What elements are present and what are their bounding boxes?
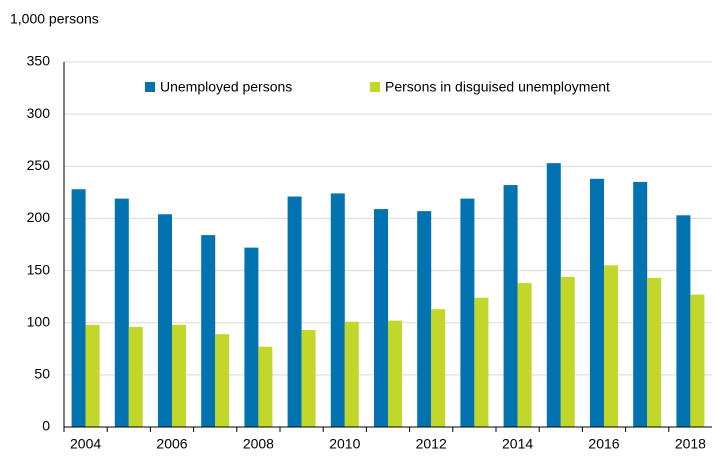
bar — [201, 235, 216, 427]
legend-swatch — [145, 82, 155, 92]
legend-label: Persons in disguised unemployment — [385, 79, 610, 95]
x-tick-label: 2004 — [70, 436, 101, 452]
bar — [388, 320, 402, 427]
bar — [417, 211, 432, 427]
bar — [503, 185, 518, 427]
bar — [158, 214, 172, 427]
bar — [114, 198, 129, 427]
bar — [330, 193, 345, 427]
y-tick-label: 150 — [27, 261, 51, 277]
x-tick-label: 2016 — [588, 436, 619, 452]
x-tick-label: 2018 — [675, 436, 706, 452]
y-tick-label: 350 — [27, 53, 51, 69]
bar — [604, 265, 618, 427]
bar — [215, 334, 230, 427]
bar — [474, 297, 489, 427]
legend-label: Unemployed persons — [160, 79, 292, 95]
bar — [517, 283, 532, 427]
y-tick-label: 100 — [27, 313, 51, 329]
bar — [172, 324, 186, 427]
x-tick-label: 2012 — [416, 436, 447, 452]
y-tick-label: 50 — [34, 366, 50, 382]
x-tick-label: 2008 — [243, 436, 274, 452]
x-tick-label: 2006 — [156, 436, 187, 452]
bar — [546, 163, 561, 427]
bar — [633, 181, 648, 427]
bar — [258, 346, 273, 427]
bar — [676, 215, 691, 427]
bar — [85, 324, 100, 427]
bar — [560, 276, 575, 427]
y-axis-label: 1,000 persons — [10, 11, 99, 27]
bar — [128, 326, 143, 427]
bar — [590, 178, 604, 427]
y-tick-label: 200 — [27, 209, 51, 225]
y-tick-label: 0 — [42, 418, 50, 434]
bar — [647, 277, 662, 427]
bar — [431, 309, 446, 427]
bar — [344, 321, 359, 427]
bar — [244, 247, 259, 427]
bar — [374, 209, 388, 427]
x-tick-label: 2014 — [502, 436, 533, 452]
y-tick-label: 300 — [27, 105, 51, 121]
bar — [71, 189, 86, 427]
bar — [301, 330, 316, 427]
bar — [460, 198, 475, 427]
legend-swatch — [370, 82, 380, 92]
bar — [287, 196, 302, 427]
x-tick-label: 2010 — [329, 436, 360, 452]
y-tick-label: 250 — [27, 157, 51, 173]
bar — [690, 294, 705, 427]
